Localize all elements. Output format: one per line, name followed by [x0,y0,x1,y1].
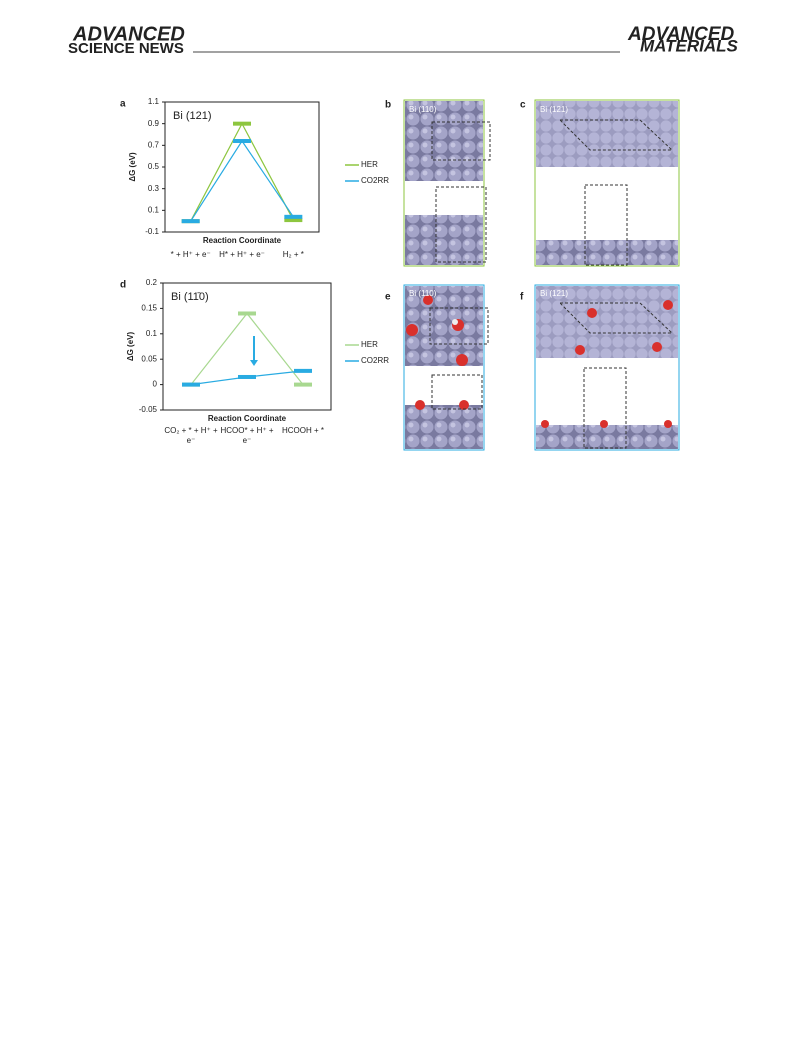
legend-label: HER [361,160,378,169]
energy-level [294,382,312,387]
panel-label: b [385,100,391,111]
header-logo: ADVANCED [627,24,735,45]
plot-frame [162,282,332,411]
chart-title: Bi (121) [173,110,212,122]
connector-line [190,312,304,385]
energy-level [238,374,256,379]
connector-line [190,139,294,222]
header-logo: ADVANCED [72,23,185,45]
panel-label: e [385,292,391,303]
y-tick-label: 0.05 [141,354,157,363]
y-tick-label: 0.1 [146,329,158,338]
panel-caption: Bi (110) [409,289,437,298]
y-tick-label: 0.3 [148,184,160,193]
panel-label: a [120,99,126,110]
header-logo: SCIENCE NEWS [68,40,184,57]
panel-caption: Bi (110) [409,105,437,114]
legend-label: CO2RR [361,176,389,185]
x-category-label: * + H⁺ + e⁻ [170,250,211,259]
panel-e [403,284,489,451]
energy-level [294,368,312,373]
y-tick-label: -0.1 [145,227,159,236]
panel-b [403,99,491,267]
y-tick-label: 1.1 [148,97,160,106]
legend-label: CO2RR [361,356,389,365]
energy-level [284,218,303,223]
chart-title: Bi (11̄0) [171,291,209,303]
energy-level [181,219,200,224]
y-tick-label: 0.15 [141,304,157,313]
energy-level [233,121,251,126]
connector-line [190,122,294,222]
y-tick-label: 0.1 [148,205,160,214]
y-tick-label: 0 [153,380,158,389]
y-axis-label: ΔG (eV) [126,332,135,362]
panel-c [534,99,680,267]
y-tick-label: 0.2 [146,278,158,287]
energy-level [182,382,200,387]
panel-label: c [520,100,526,111]
y-tick-label: -0.05 [139,405,158,414]
x-axis-label: Reaction Coordinate [203,236,282,245]
x-category-label: HCOO* + H⁺ + e⁻ [220,426,274,445]
y-axis-label: ΔG (eV) [128,152,137,182]
arrow-head [250,360,258,366]
x-category-label: CO₂ + * + H⁺ + e⁻ [164,426,218,445]
x-category-label: H₂ + * [282,250,304,259]
panel-caption: Bi (121) [540,105,568,114]
energy-level [238,311,256,316]
y-tick-label: 0.5 [148,162,160,171]
legend-label: HER [361,340,378,349]
panel-f [534,284,680,451]
energy-level [233,139,251,143]
panel-label: d [120,280,126,291]
y-tick-label: 0.7 [148,140,160,149]
x-axis-label: Reaction Coordinate [208,414,287,423]
energy-level [284,214,303,219]
y-tick-label: 0.9 [148,119,160,128]
header-logo: MATERIALS [640,36,739,55]
x-category-label: H* + H⁺ + e⁻ [219,250,265,259]
panel-label: f [520,292,524,303]
panel-caption: Bi (121) [540,289,568,298]
x-category-label: HCOOH + * [281,426,324,435]
